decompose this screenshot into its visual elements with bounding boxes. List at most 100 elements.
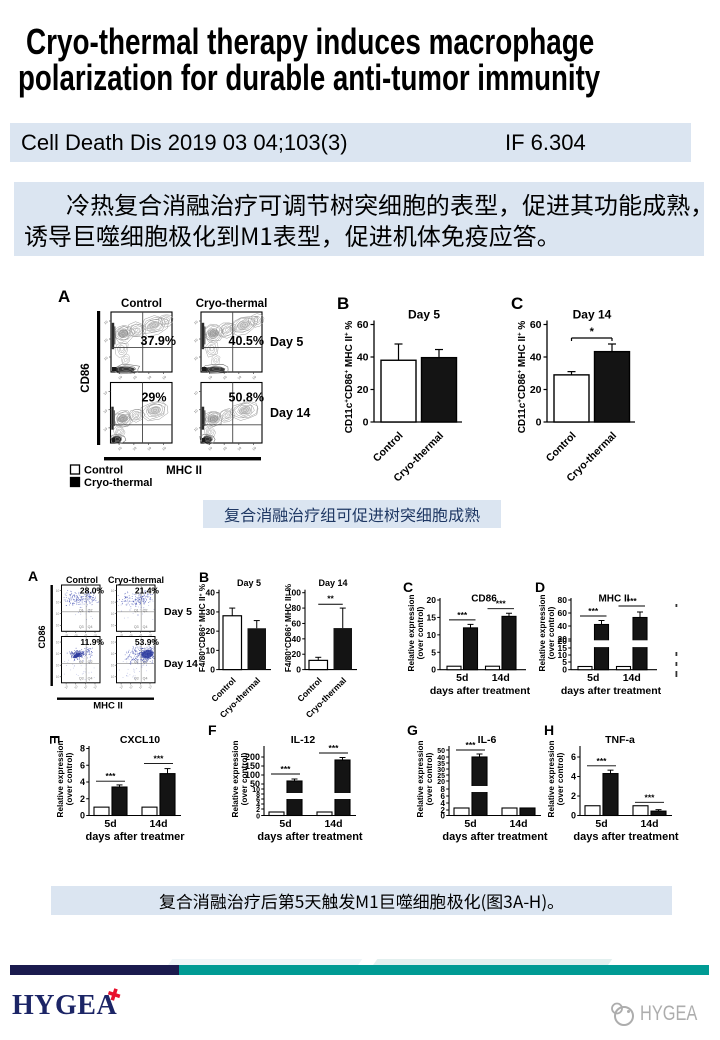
svg-text:0: 0 <box>80 811 85 821</box>
svg-text:10: 10 <box>206 645 216 655</box>
svg-text:4: 4 <box>441 799 446 808</box>
svg-text:60: 60 <box>357 319 369 331</box>
svg-text:29%: 29% <box>141 391 166 405</box>
svg-text:80: 80 <box>292 603 302 613</box>
svg-text:10: 10 <box>103 427 109 433</box>
svg-text:Q1: Q1 <box>134 660 139 664</box>
svg-text:10: 10 <box>56 663 60 667</box>
svg-text:10: 10 <box>148 684 153 689</box>
svg-text:Day 14: Day 14 <box>270 406 310 420</box>
svg-text:4: 4 <box>80 777 85 787</box>
svg-text:Q4: Q4 <box>143 677 148 681</box>
svg-text:0: 0 <box>363 417 369 429</box>
svg-text:***: *** <box>329 743 340 753</box>
svg-text:10: 10 <box>193 409 199 415</box>
svg-text:40: 40 <box>206 588 216 598</box>
svg-text:5d: 5d <box>587 672 599 684</box>
svg-text:14d: 14d <box>640 818 658 830</box>
svg-text:Control: Control <box>121 298 162 310</box>
svg-text:Relative expression: Relative expression <box>416 741 425 818</box>
svg-text:30: 30 <box>206 607 216 617</box>
svg-text:Control: Control <box>84 465 123 477</box>
svg-text:10: 10 <box>193 390 199 396</box>
svg-text:***: *** <box>645 792 656 802</box>
svg-text:10: 10 <box>93 633 98 638</box>
svg-text:Control: Control <box>544 430 579 465</box>
svg-text:Q3: Q3 <box>79 625 84 629</box>
svg-text:G: G <box>407 722 418 738</box>
svg-text:60: 60 <box>530 319 542 331</box>
svg-text:***: *** <box>466 740 477 750</box>
svg-text:53.9%: 53.9% <box>135 637 160 647</box>
svg-text:10: 10 <box>161 375 167 381</box>
svg-text:11.9%: 11.9% <box>80 637 104 647</box>
svg-text:10: 10 <box>73 684 78 689</box>
svg-text:10: 10 <box>119 633 124 638</box>
svg-text:0: 0 <box>562 665 567 675</box>
svg-text:40: 40 <box>357 352 369 364</box>
svg-text:10: 10 <box>93 684 98 689</box>
svg-text:5: 5 <box>562 657 567 667</box>
svg-text:F4/80+CD86+ MHC II+ %: F4/80+CD86+ MHC II+ % <box>284 583 293 672</box>
svg-text:5d: 5d <box>595 818 607 830</box>
svg-text:(over control): (over control) <box>416 606 425 659</box>
svg-text:MHC II: MHC II <box>93 701 123 712</box>
svg-text:10: 10 <box>208 446 214 452</box>
svg-text:Q3: Q3 <box>134 677 139 681</box>
svg-text:10: 10 <box>128 684 133 689</box>
svg-text:days after treatment: days after treatment <box>257 831 362 843</box>
svg-text:40: 40 <box>292 634 302 644</box>
svg-text:F: F <box>208 722 217 738</box>
svg-text:10: 10 <box>64 684 69 689</box>
svg-text:10: 10 <box>237 375 243 381</box>
svg-text:0: 0 <box>441 812 446 821</box>
svg-text:10: 10 <box>111 612 115 616</box>
svg-text:Q4: Q4 <box>88 625 93 629</box>
svg-text:6: 6 <box>441 792 446 801</box>
svg-text:CXCL10: CXCL10 <box>120 734 160 746</box>
svg-text:Q1: Q1 <box>134 608 139 612</box>
svg-text:(over control): (over control) <box>240 752 249 805</box>
svg-text:20: 20 <box>357 384 369 396</box>
svg-text:2: 2 <box>80 794 85 804</box>
svg-text:Q4: Q4 <box>88 677 93 681</box>
svg-text:D: D <box>535 579 545 595</box>
svg-text:10: 10 <box>138 633 143 638</box>
svg-text:(over control): (over control) <box>425 752 434 805</box>
svg-text:20: 20 <box>437 779 445 786</box>
svg-text:10: 10 <box>237 446 243 452</box>
svg-text:10: 10 <box>56 652 60 656</box>
svg-text:TNF-a: TNF-a <box>605 734 635 746</box>
svg-text:10: 10 <box>56 640 60 644</box>
svg-text:C: C <box>403 579 413 595</box>
svg-text:10: 10 <box>56 612 60 616</box>
svg-text:MHC II: MHC II <box>166 465 202 477</box>
svg-text:150: 150 <box>245 761 260 771</box>
svg-text:Q2: Q2 <box>88 660 93 664</box>
svg-text:14d: 14d <box>623 672 641 684</box>
svg-text:10: 10 <box>558 650 568 660</box>
svg-text:100: 100 <box>287 588 301 598</box>
svg-text:10: 10 <box>111 600 115 604</box>
svg-text:(over control): (over control) <box>547 606 556 659</box>
svg-text:10: 10 <box>83 633 88 638</box>
svg-text:10: 10 <box>147 446 153 452</box>
svg-text:30: 30 <box>437 767 445 774</box>
svg-text:days after treatment: days after treatment <box>573 831 678 843</box>
svg-text:***: *** <box>627 596 638 606</box>
svg-text:C: C <box>511 294 523 313</box>
svg-text:50: 50 <box>250 779 260 789</box>
svg-text:10: 10 <box>111 640 115 644</box>
svg-text:Control: Control <box>66 575 98 585</box>
svg-text:10: 10 <box>193 356 199 362</box>
svg-text:***: *** <box>281 764 292 774</box>
svg-text:14d: 14d <box>149 818 167 830</box>
svg-text:10: 10 <box>56 600 60 604</box>
svg-text:0: 0 <box>296 665 301 675</box>
svg-text:days after treatmer: days after treatmer <box>85 831 185 843</box>
svg-text:10: 10 <box>427 630 437 640</box>
svg-text:days after treatment: days after treatment <box>442 831 547 843</box>
svg-text:Q4: Q4 <box>143 625 148 629</box>
svg-text:10: 10 <box>56 589 60 593</box>
svg-text:14d: 14d <box>324 818 342 830</box>
